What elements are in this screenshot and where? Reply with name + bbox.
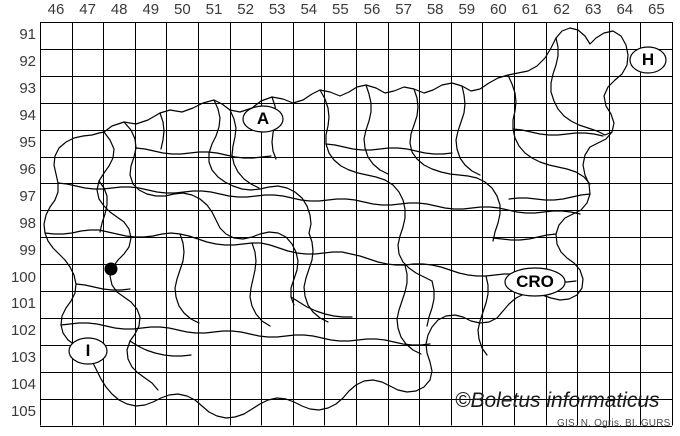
internal-boundary-14 (303, 232, 329, 323)
internal-boundary-17 (249, 242, 271, 327)
internal-boundary-25 (492, 233, 557, 241)
grid-column-label: 50 (174, 1, 191, 18)
grid-row-label: 94 (19, 107, 36, 125)
grid-column-label: 53 (268, 1, 286, 18)
internal-boundary-24 (290, 296, 353, 318)
internal-boundary-27 (426, 280, 435, 327)
internal-boundary-4 (319, 89, 433, 282)
internal-boundary-11 (229, 109, 260, 189)
grid-column-label: 49 (142, 1, 160, 18)
grid-column-label: 64 (616, 1, 634, 18)
internal-boundary-3 (208, 99, 312, 234)
internal-boundary-13 (455, 85, 481, 176)
grid-row-label: 103 (10, 349, 36, 367)
grid-column-label: 60 (490, 1, 507, 18)
grid-column-label: 65 (648, 1, 665, 18)
occurrence-point[interactable] (104, 262, 118, 276)
internal-boundary-23 (129, 340, 192, 357)
grid-row-label: 98 (19, 214, 36, 232)
grid-row-label: 99 (19, 241, 36, 259)
grid-column-label: 61 (521, 1, 539, 18)
internal-boundary-28 (159, 112, 165, 150)
country-tag-ellipse-hungary (629, 46, 667, 74)
country-tag-label-hungary: H (641, 50, 655, 69)
grid-row-label: 91 (19, 26, 36, 44)
grid-row-label: 92 (19, 53, 36, 71)
internal-boundary-22 (98, 180, 108, 233)
internal-boundary-19 (135, 147, 272, 159)
grid-column-label: 46 (47, 1, 65, 18)
grid-column-label: 56 (363, 1, 381, 18)
grid-column-label: 55 (332, 1, 349, 18)
internal-boundary-9 (57, 182, 581, 215)
slovenia-national-border (43, 27, 629, 419)
internal-boundary-8 (44, 229, 577, 283)
internal-boundary-5 (409, 88, 501, 242)
grid-column-label: 52 (237, 1, 254, 18)
grid-column-label: 48 (110, 1, 128, 18)
grid-column-label: 47 (79, 1, 96, 18)
grid-row-label: 100 (10, 268, 36, 286)
country-tag-label-italy: I (85, 341, 91, 360)
internal-boundary-30 (75, 283, 131, 291)
grid-row-label: 102 (10, 322, 36, 340)
internal-boundary-18 (477, 275, 489, 356)
grid-row-label: 96 (19, 160, 36, 178)
internal-boundary-15 (396, 264, 422, 355)
country-tag-label-austria: A (256, 109, 270, 128)
internal-boundary-12 (363, 84, 389, 175)
internal-boundary-6 (507, 74, 591, 185)
internal-boundary-1 (96, 131, 159, 391)
internal-boundary-2 (123, 121, 299, 306)
internal-boundary-16 (174, 233, 200, 324)
grid-column-label: 63 (584, 1, 602, 18)
grid-column-label: 62 (553, 1, 570, 18)
internal-boundary-20 (325, 143, 453, 155)
grid-lines (39, 21, 674, 428)
country-tag-ellipse-croatia (504, 267, 566, 297)
grid-row-label: 93 (19, 80, 36, 98)
internal-boundary-26 (508, 193, 591, 201)
grid-column-label: 51 (205, 1, 223, 18)
grid-row-label: 104 (10, 376, 36, 394)
grid-column-label: 57 (395, 1, 412, 18)
grid-row-label: 95 (19, 134, 36, 152)
grid-column-label: 58 (426, 1, 444, 18)
grid-row-label: 101 (10, 295, 36, 313)
country-tag-ellipse-austria (242, 105, 284, 133)
attribution-text: GIS, N. Ogris, BI, GURS (557, 418, 671, 429)
internal-boundary-7 (550, 37, 613, 136)
grid-row-label: 105 (10, 403, 36, 421)
country-tag-label-croatia: CRO (516, 272, 554, 291)
grid-column-label: 54 (300, 1, 318, 18)
internal-boundary-10 (60, 322, 431, 346)
country-tag-ellipse-italy (68, 337, 108, 365)
grid-row-label: 97 (19, 187, 36, 205)
internal-boundary-21 (512, 128, 604, 137)
credit-text: ©Boletus informaticus (455, 389, 660, 412)
grid-column-label: 59 (458, 1, 476, 18)
boundary-lines (43, 27, 629, 419)
